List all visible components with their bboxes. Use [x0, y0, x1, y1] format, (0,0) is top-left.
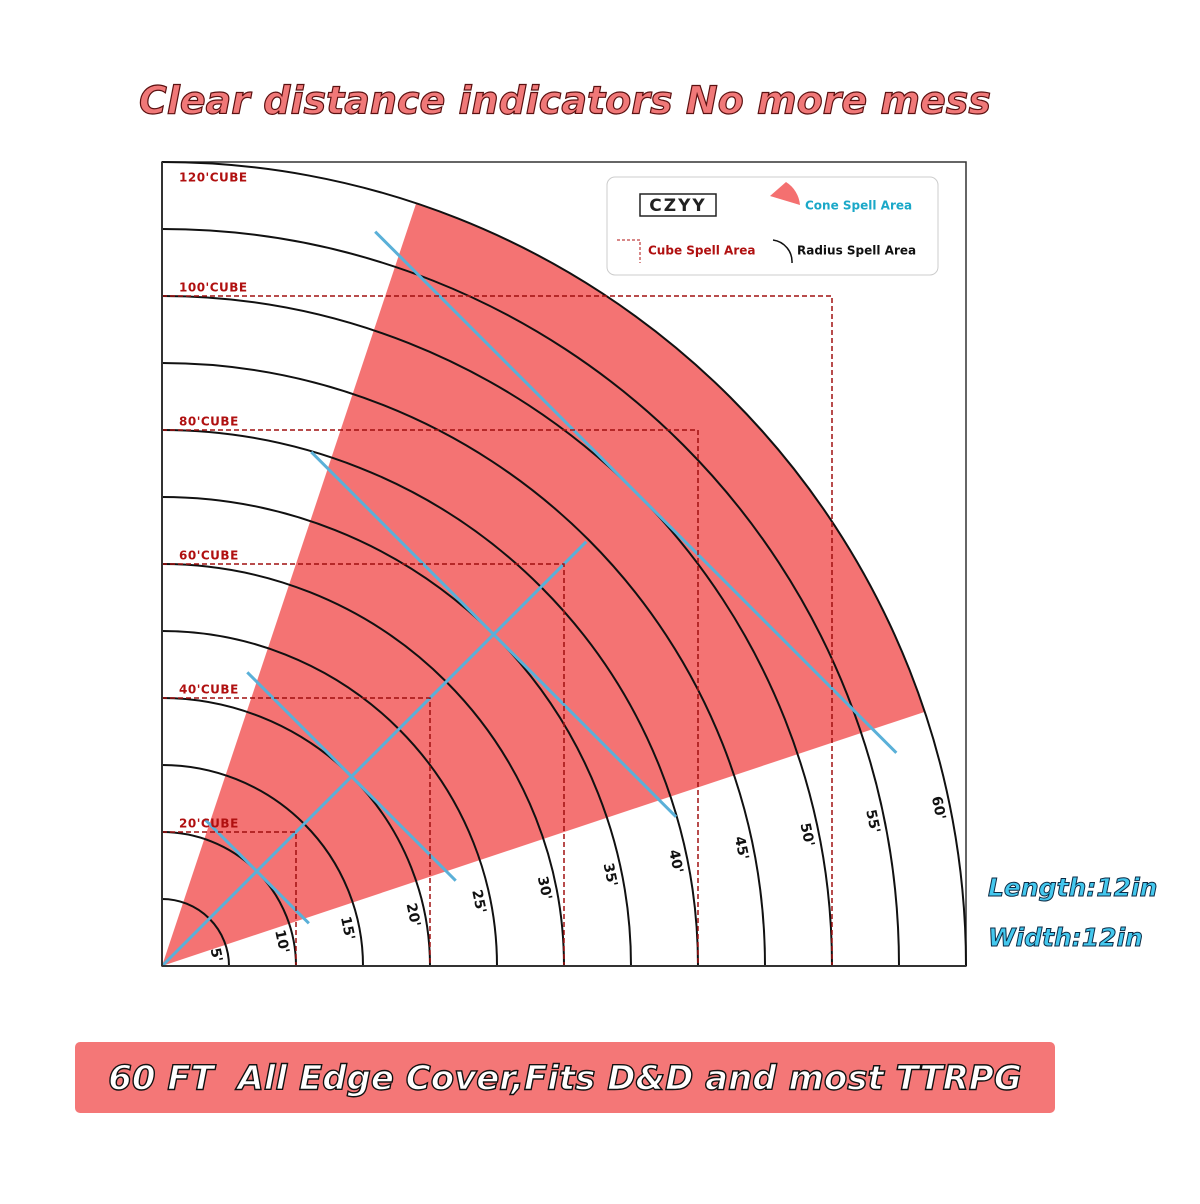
cone-icon — [770, 182, 800, 205]
cube-icon — [617, 239, 641, 263]
cube-label: 60'CUBE — [179, 549, 239, 563]
spec-length: Length:12in — [988, 873, 1157, 902]
cube-label: 120'CUBE — [179, 171, 248, 185]
radius-label: 60' — [928, 795, 949, 822]
cone-axis — [160, 540, 588, 968]
radius-arc — [161, 161, 967, 967]
cone-width-line — [246, 671, 457, 882]
cube-legend: Cube Spell Area — [648, 244, 755, 258]
radius-arc — [161, 228, 900, 967]
cone-width-line — [310, 450, 678, 818]
banner-text: 60 FT All Edge Cover,Fits D&D and most T… — [108, 1059, 1021, 1099]
spec-width: Width:12in — [988, 923, 1143, 952]
radius-label: 5' — [207, 947, 226, 964]
cube-label: 40'CUBE — [179, 683, 239, 697]
cube-label: 80'CUBE — [179, 415, 239, 429]
radius-icon — [772, 239, 793, 264]
radius-label: 40' — [665, 848, 686, 875]
cube-square — [162, 697, 431, 966]
legend: CZYY Cone Spell Area Cube Spell Area Rad… — [606, 176, 939, 276]
radius-label: 35' — [600, 862, 621, 889]
cone-width-line — [374, 230, 898, 754]
radius-arc — [161, 362, 766, 967]
radius-label: 25' — [468, 888, 489, 915]
cube-square — [162, 295, 833, 966]
radius-label: 55' — [862, 808, 883, 835]
legend-box — [606, 176, 939, 276]
board: 5' 10' 15' 20' 25' 30' 35' 40' 45' 50' 55' 60' 20'CU… — [160, 161, 967, 968]
cone-width-line — [203, 818, 310, 925]
radius-label: 45' — [731, 835, 752, 862]
cube-square — [162, 429, 699, 966]
headline: Clear distance indicators No more mess — [139, 79, 991, 123]
cone-legend: Cone Spell Area — [805, 199, 912, 213]
brand-frame — [639, 193, 717, 217]
radius-label: 20' — [403, 902, 424, 929]
cube-square — [162, 563, 565, 966]
radius-label: 30' — [534, 875, 555, 902]
radius-label: 50' — [796, 822, 817, 849]
cube-label: 100'CUBE — [179, 281, 248, 295]
brand: CZYY — [649, 196, 706, 216]
banner — [75, 1042, 1055, 1113]
radius-legend: Radius Spell Area — [797, 244, 916, 258]
radius-label: 15' — [337, 915, 358, 942]
radius-label: 10' — [271, 928, 292, 955]
cube-square — [162, 831, 297, 966]
cube-label: 20'CUBE — [179, 817, 239, 831]
